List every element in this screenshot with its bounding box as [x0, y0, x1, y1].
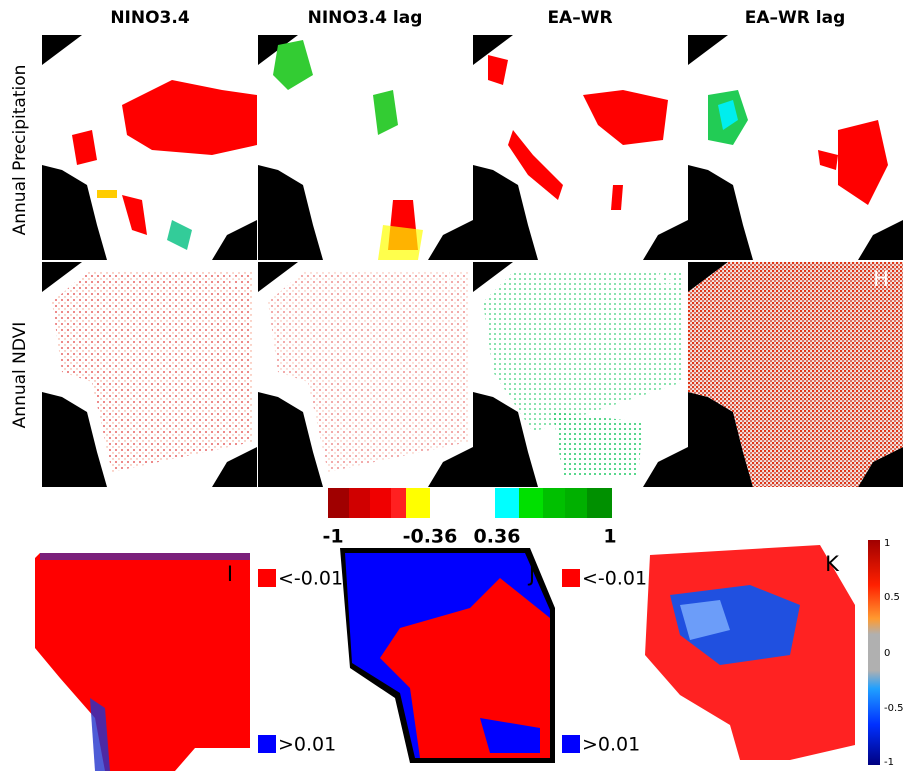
colorbar-tick: 1: [884, 538, 890, 549]
colorbar: [868, 540, 880, 765]
legend-label: <-0.01: [278, 568, 343, 590]
colorbar-tick: -0.5: [884, 703, 904, 714]
row-label: Annual NDVI: [10, 322, 30, 429]
map-panel: D: [688, 35, 903, 260]
panel-letter: B: [444, 40, 458, 64]
panel-letter: F: [445, 267, 457, 291]
map-panel: A: [42, 35, 257, 260]
colorbar-label: -0.36: [403, 526, 458, 548]
legend-swatch: [258, 735, 276, 753]
colorbar-label: 0.36: [474, 526, 521, 548]
column-header: NINO3.4: [110, 8, 190, 28]
colorbar-tick: 0: [884, 648, 890, 659]
legend-label: <-0.01: [582, 568, 647, 590]
map-panel: B: [258, 35, 473, 260]
panel-letter: J: [527, 562, 535, 586]
map-panel: G: [473, 262, 688, 487]
legend-swatch: [562, 569, 580, 587]
map-panel: [340, 548, 555, 763]
column-header: EA–WR: [547, 8, 612, 28]
map-panel: C: [473, 35, 688, 260]
map-panel: F: [258, 262, 473, 487]
colorbar-label: -1: [322, 526, 343, 548]
panel-letter: I: [227, 562, 233, 586]
column-header: NINO3.4 lag: [308, 8, 423, 28]
panel-letter: K: [825, 552, 840, 576]
row-label: Annual Precipitation: [10, 65, 30, 236]
legend-label: >0.01: [582, 734, 640, 756]
panel-letter: G: [658, 267, 674, 291]
panel-letter: C: [659, 40, 674, 64]
colorbar-label: 1: [603, 526, 616, 548]
colorbar-tick: 0.5: [884, 592, 900, 603]
colorbar: [328, 488, 612, 518]
legend-swatch: [258, 569, 276, 587]
map-panel: E: [42, 262, 257, 487]
map-panel: [35, 553, 250, 771]
panel-letter: D: [873, 40, 889, 64]
column-header: EA–WR lag: [745, 8, 846, 28]
colorbar-tick: -1: [884, 757, 894, 768]
panel-letter: E: [228, 267, 241, 291]
map-panel: [645, 545, 855, 760]
panel-letter: A: [228, 40, 243, 64]
map-panel: H: [688, 262, 903, 487]
figure: NINO3.4 NINO3.4 lag EA–WR EA–WR lag Annu…: [0, 0, 905, 771]
legend-swatch: [562, 735, 580, 753]
panel-letter: H: [873, 267, 889, 291]
legend-label: >0.01: [278, 734, 336, 756]
